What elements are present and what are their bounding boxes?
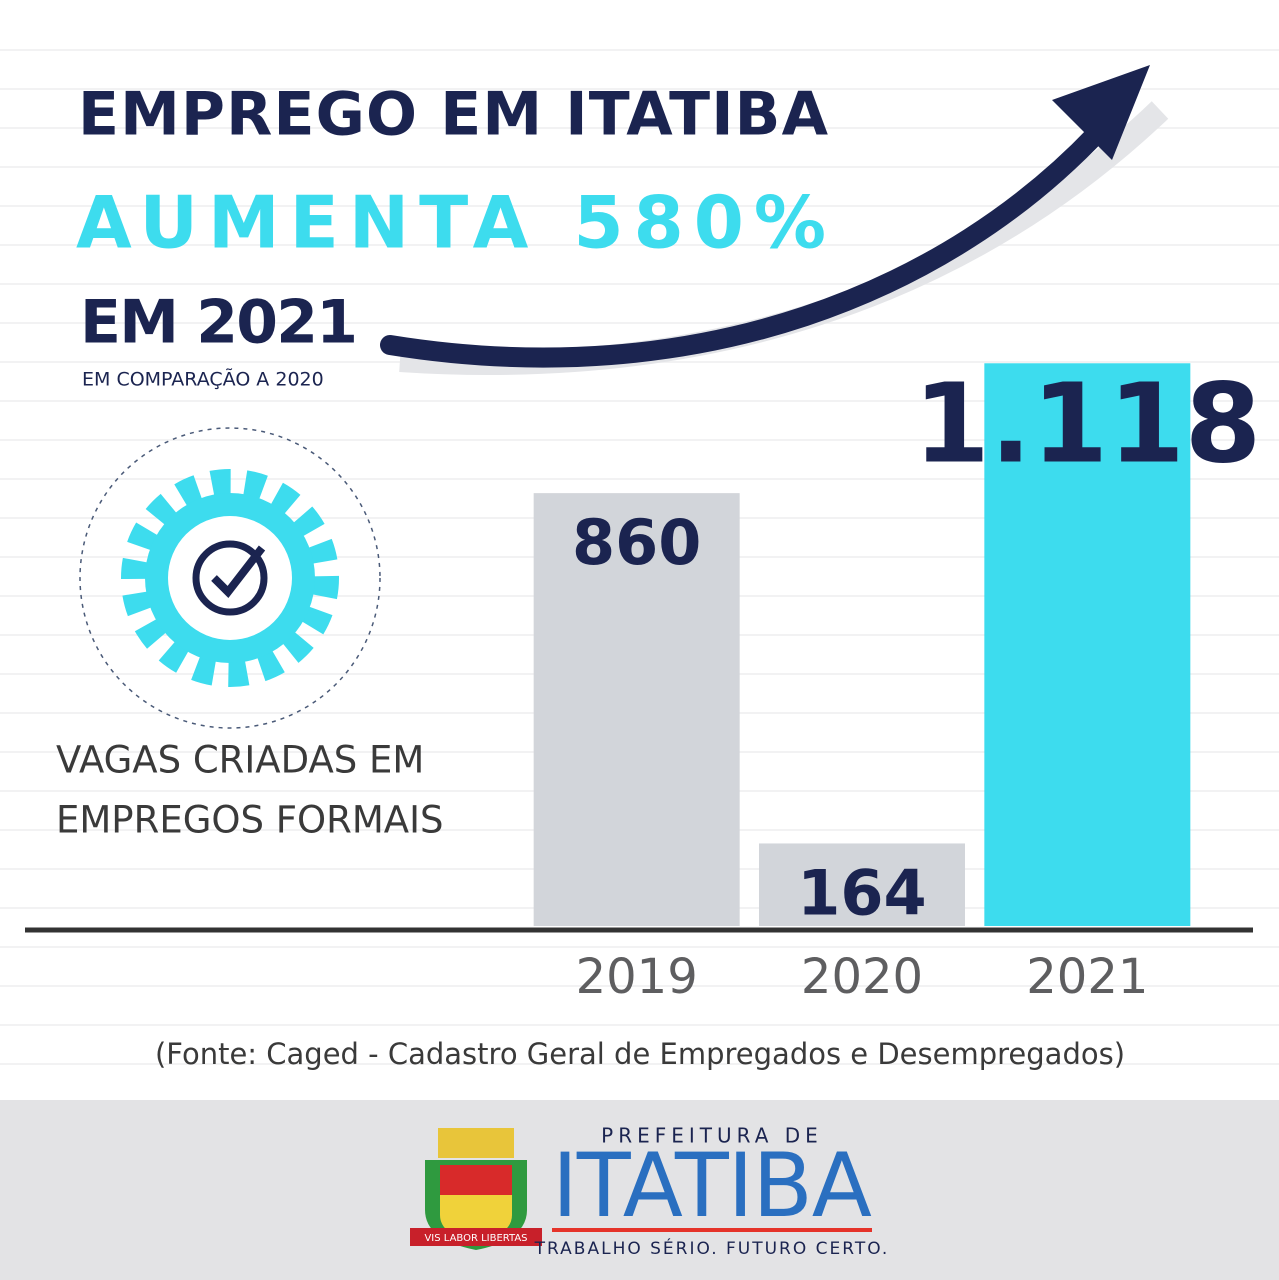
x-tick-label: 2019 [576, 949, 698, 1005]
check-circle [192, 540, 268, 616]
crest-crown [438, 1128, 514, 1158]
dotted-circle [79, 427, 381, 729]
gear-teeth [121, 469, 339, 687]
footer-band [0, 1100, 1279, 1280]
checkmark [211, 545, 266, 599]
logo-slogan: TRABALHO SÉRIO. FUTURO CERTO. [534, 1237, 890, 1259]
annotation: VAGAS CRIADAS EM [56, 739, 424, 782]
crest-motto: VIS LABOR LIBERTAS [424, 1233, 527, 1244]
logo-stripe [552, 1228, 872, 1232]
annotation: EM 2021 [80, 288, 358, 358]
bar [533, 493, 740, 926]
plot: 860 2019 164 2020 1.118 2021 [533, 360, 1261, 1005]
title: EMPREGO EM ITATIBA [78, 80, 829, 150]
crest-ribbon [410, 1228, 542, 1246]
annotation: EMPREGOS FORMAIS [56, 799, 444, 842]
value-label: 164 [797, 857, 926, 930]
source: (Fonte: Caged - Cadastro Geral de Empreg… [155, 1037, 1125, 1071]
arrow-head [1052, 65, 1150, 160]
value-label: 860 [572, 506, 701, 579]
x-tick-label: 2020 [801, 949, 923, 1005]
logo-top-line: PREFEITURA DE [601, 1124, 823, 1148]
arrow-shaft [380, 105, 1114, 368]
bar [984, 363, 1191, 927]
bar [759, 843, 965, 926]
gear-center [168, 516, 292, 640]
logo-name: ITATIBA [552, 1134, 872, 1237]
x-tick-label: 2021 [1026, 949, 1148, 1005]
crest-red [440, 1165, 512, 1195]
value-label: 1.118 [913, 360, 1261, 488]
annotation: EM COMPARAÇÃO A 2020 [82, 368, 324, 391]
subtitle: AUMENTA 580% [76, 181, 826, 265]
